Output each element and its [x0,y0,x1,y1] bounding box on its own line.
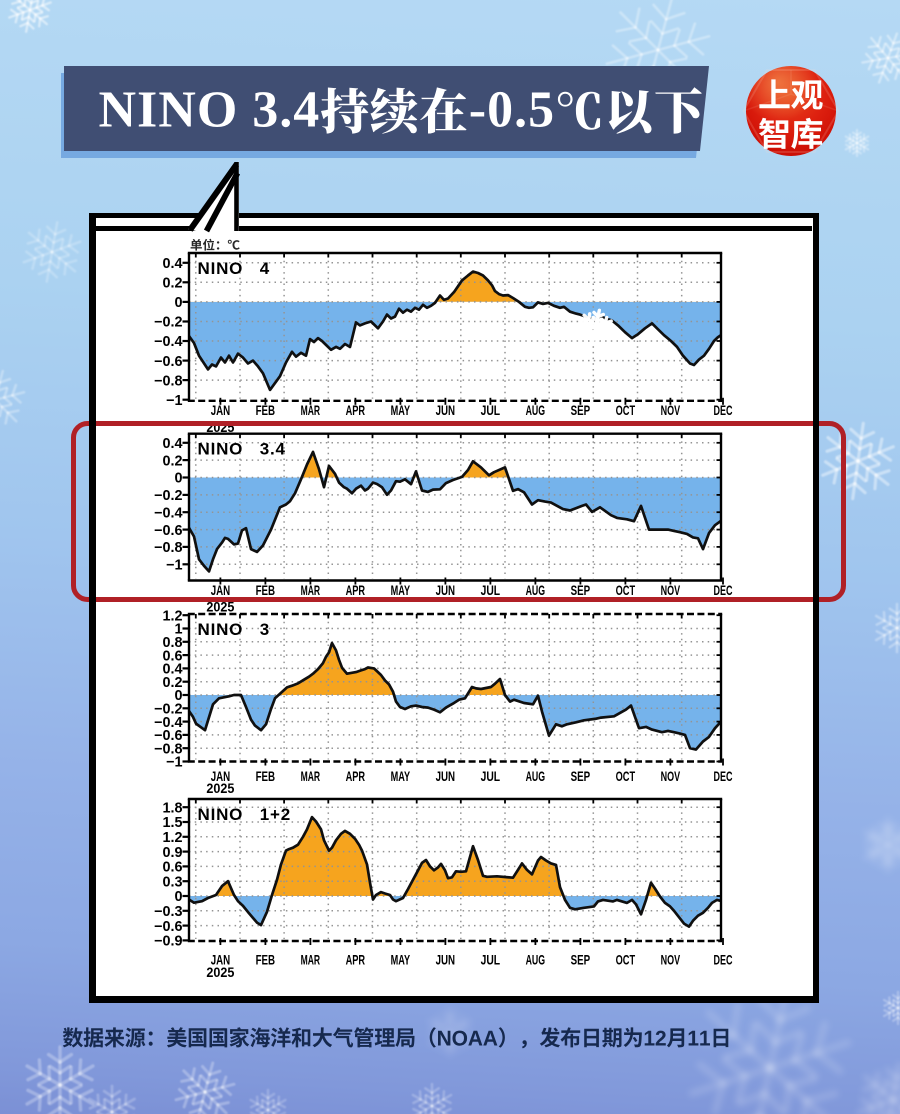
svg-text:0.4: 0.4 [162,662,182,678]
svg-text:MAR: MAR [301,582,321,598]
svg-text:NINO 1+2: NINO 1+2 [198,805,292,824]
svg-text:−0.2: −0.2 [154,488,182,504]
svg-text:JAN: JAN [211,582,231,598]
svg-text:0.3: 0.3 [162,874,182,890]
svg-text:AUG: AUG [526,768,546,784]
svg-text:−0.4: −0.4 [154,505,182,521]
svg-text:MAR: MAR [301,402,321,418]
svg-text:−0.6: −0.6 [154,919,182,935]
svg-text:NOV: NOV [661,582,681,598]
svg-text:DEC: DEC [714,582,733,598]
svg-text:NOV: NOV [661,952,681,968]
svg-text:JUN: JUN [436,402,456,418]
svg-text:NINO 3: NINO 3 [198,620,271,639]
svg-text:APR: APR [346,582,366,598]
svg-text:SEP: SEP [571,768,591,784]
svg-text:−0.3: −0.3 [154,904,182,920]
svg-text:0: 0 [174,688,182,704]
svg-text:1.2: 1.2 [162,608,182,624]
svg-text:−1: −1 [166,393,182,409]
svg-text:0.4: 0.4 [162,436,182,452]
svg-text:NOV: NOV [661,768,681,784]
svg-text:DEC: DEC [714,768,733,784]
svg-text:AUG: AUG [526,582,546,598]
svg-text:NINO 3.4: NINO 3.4 [198,440,286,459]
svg-text:−0.8: −0.8 [154,540,182,556]
svg-text:MAR: MAR [301,952,321,968]
svg-text:JUN: JUN [436,768,456,784]
svg-text:2025: 2025 [206,780,234,796]
svg-text:−1: −1 [166,558,182,574]
svg-text:APR: APR [346,952,366,968]
svg-text:SEP: SEP [571,402,591,418]
svg-text:−0.9: −0.9 [154,934,182,950]
svg-text:JUN: JUN [436,952,456,968]
svg-text:JUN: JUN [436,582,456,598]
svg-text:APR: APR [346,402,366,418]
svg-text:−0.2: −0.2 [154,702,182,718]
svg-text:1.2: 1.2 [162,830,182,846]
svg-text:0.2: 0.2 [162,276,182,292]
svg-text:1.8: 1.8 [162,800,182,816]
svg-text:SEP: SEP [571,952,591,968]
svg-text:FEB: FEB [256,768,276,784]
svg-text:1: 1 [174,622,182,638]
svg-text:0.6: 0.6 [162,648,182,664]
svg-text:MAR: MAR [301,768,321,784]
svg-text:JAN: JAN [211,402,231,418]
svg-text:MAY: MAY [391,582,411,598]
svg-text:0: 0 [174,295,182,311]
svg-text:OCT: OCT [616,952,636,968]
svg-text:0.6: 0.6 [162,860,182,876]
svg-text:−0.8: −0.8 [154,373,182,389]
svg-text:0: 0 [174,889,182,905]
svg-text:MAY: MAY [391,768,411,784]
svg-text:FEB: FEB [256,402,276,418]
svg-text:AUG: AUG [526,952,546,968]
svg-text:−1: −1 [166,755,182,771]
svg-text:NINO 4: NINO 4 [198,259,271,278]
svg-text:−0.4: −0.4 [154,334,182,350]
svg-text:JUL: JUL [481,582,501,598]
svg-text:−0.2: −0.2 [154,315,182,331]
svg-text:DEC: DEC [714,952,733,968]
svg-text:−0.6: −0.6 [154,728,182,744]
svg-text:AUG: AUG [526,402,546,418]
svg-text:MAY: MAY [391,402,411,418]
svg-text:0.9: 0.9 [162,845,182,861]
svg-text:APR: APR [346,768,366,784]
svg-text:2025: 2025 [206,964,234,980]
svg-text:0.2: 0.2 [162,675,182,691]
svg-text:−0.6: −0.6 [154,354,182,370]
svg-text:0.8: 0.8 [162,635,182,651]
svg-text:−0.6: −0.6 [154,523,182,539]
svg-text:JUL: JUL [481,768,501,784]
svg-text:MAY: MAY [391,952,411,968]
svg-text:JAN: JAN [211,952,231,968]
svg-text:JUL: JUL [481,402,501,418]
svg-text:1.5: 1.5 [162,815,182,831]
svg-text:FEB: FEB [256,582,276,598]
svg-text:0.2: 0.2 [162,453,182,469]
svg-text:0: 0 [174,471,182,487]
svg-text:−0.4: −0.4 [154,715,182,731]
svg-text:FEB: FEB [256,952,276,968]
svg-text:DEC: DEC [714,402,733,418]
svg-text:−0.8: −0.8 [154,741,182,757]
svg-text:OCT: OCT [616,402,636,418]
svg-text:JUL: JUL [481,952,501,968]
svg-text:JAN: JAN [211,768,231,784]
svg-text:NOV: NOV [661,402,681,418]
svg-text:2025: 2025 [206,599,234,615]
svg-text:OCT: OCT [616,582,636,598]
svg-text:OCT: OCT [616,768,636,784]
svg-text:SEP: SEP [571,582,591,598]
svg-text:0.4: 0.4 [162,256,182,272]
